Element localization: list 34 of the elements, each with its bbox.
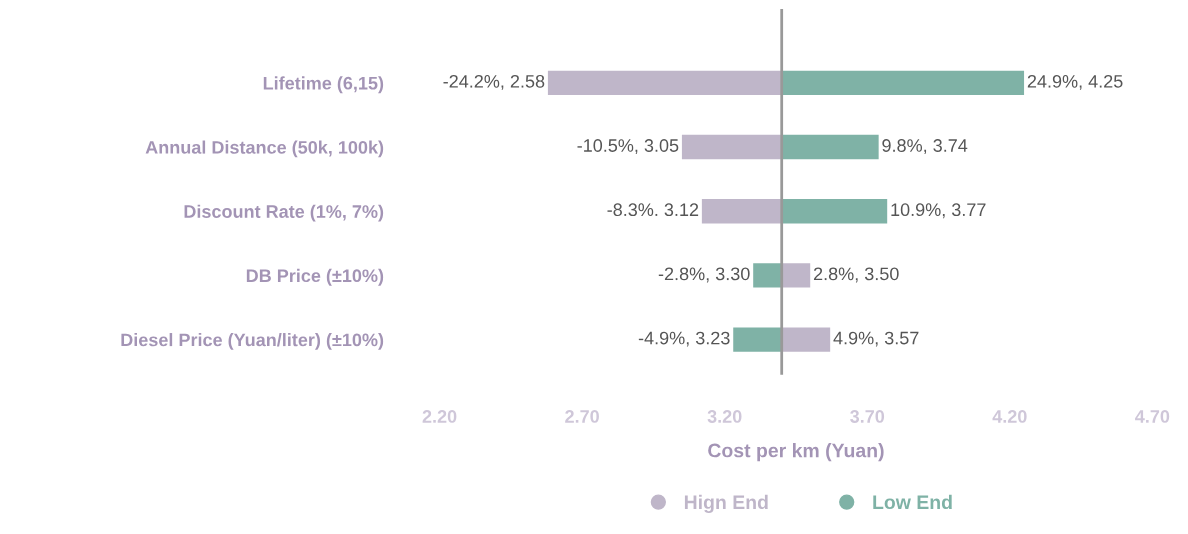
x-tick-label: 4.20: [992, 410, 1027, 423]
annotation: 9.8%, 3.74: [882, 139, 968, 155]
bar: [781, 134, 879, 160]
bar: [781, 263, 811, 288]
bar: [681, 134, 782, 160]
legend-label: Hign End: [684, 494, 768, 513]
x-tick-label: 3.20: [707, 410, 742, 423]
annotation: 24.9%, 4.25: [1027, 74, 1123, 90]
bar: [701, 199, 782, 224]
bar: [753, 263, 782, 288]
y-tick-label: Discount Rate (1%, 7%): [184, 204, 384, 222]
x-tick-label: 2.70: [565, 410, 599, 423]
annotation: 4.9%, 3.57: [833, 331, 919, 347]
annotation: -4.9%, 3.23: [638, 331, 730, 347]
x-axis-title: Cost per km (Yuan): [708, 443, 884, 462]
annotation: -8.3%. 3.12: [607, 203, 699, 217]
bar: [781, 327, 831, 352]
annotation: 10.9%, 3.77: [891, 203, 986, 219]
y-tick-label: DB Price (±10%): [246, 268, 384, 286]
annotation: -24.2%, 2.58: [443, 74, 545, 90]
legend-label: Low End: [873, 494, 952, 510]
annotation: 2.8%, 3.50: [813, 267, 899, 283]
bar: [733, 327, 782, 352]
y-tick-label: Annual Distance (50k, 100k): [145, 140, 384, 158]
x-tick-label: 2.20: [422, 410, 457, 423]
x-tick-label: 4.70: [1135, 410, 1170, 423]
annotation: -2.8%, 3.30: [658, 267, 750, 283]
bar: [781, 199, 888, 224]
bar: [781, 70, 1025, 96]
annotation: -10.5%, 3.05: [577, 139, 679, 155]
y-tick-label: Lifetime (6,15): [263, 76, 384, 94]
y-tick-label: Diesel Price (Yuan/liter) (±10%): [121, 333, 384, 350]
x-tick-label: 3.70: [850, 410, 885, 423]
bar: [547, 70, 782, 96]
